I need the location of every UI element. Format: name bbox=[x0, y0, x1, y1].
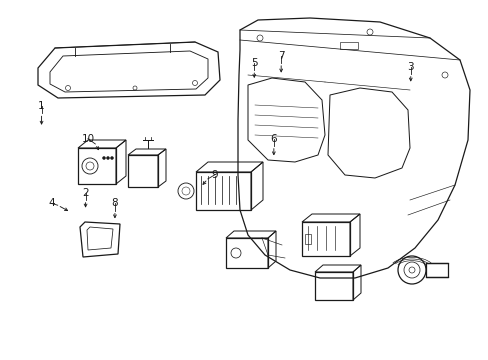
Circle shape bbox=[110, 157, 113, 159]
Text: 4: 4 bbox=[48, 198, 55, 208]
Circle shape bbox=[102, 157, 105, 159]
Text: 6: 6 bbox=[270, 134, 277, 144]
Text: 9: 9 bbox=[211, 170, 218, 180]
Text: 10: 10 bbox=[81, 134, 94, 144]
Text: 8: 8 bbox=[111, 198, 118, 208]
Circle shape bbox=[106, 157, 109, 159]
Text: 1: 1 bbox=[38, 101, 45, 111]
Text: 5: 5 bbox=[250, 58, 257, 68]
Text: 2: 2 bbox=[82, 188, 89, 198]
Text: 7: 7 bbox=[277, 51, 284, 61]
Text: 3: 3 bbox=[407, 62, 413, 72]
